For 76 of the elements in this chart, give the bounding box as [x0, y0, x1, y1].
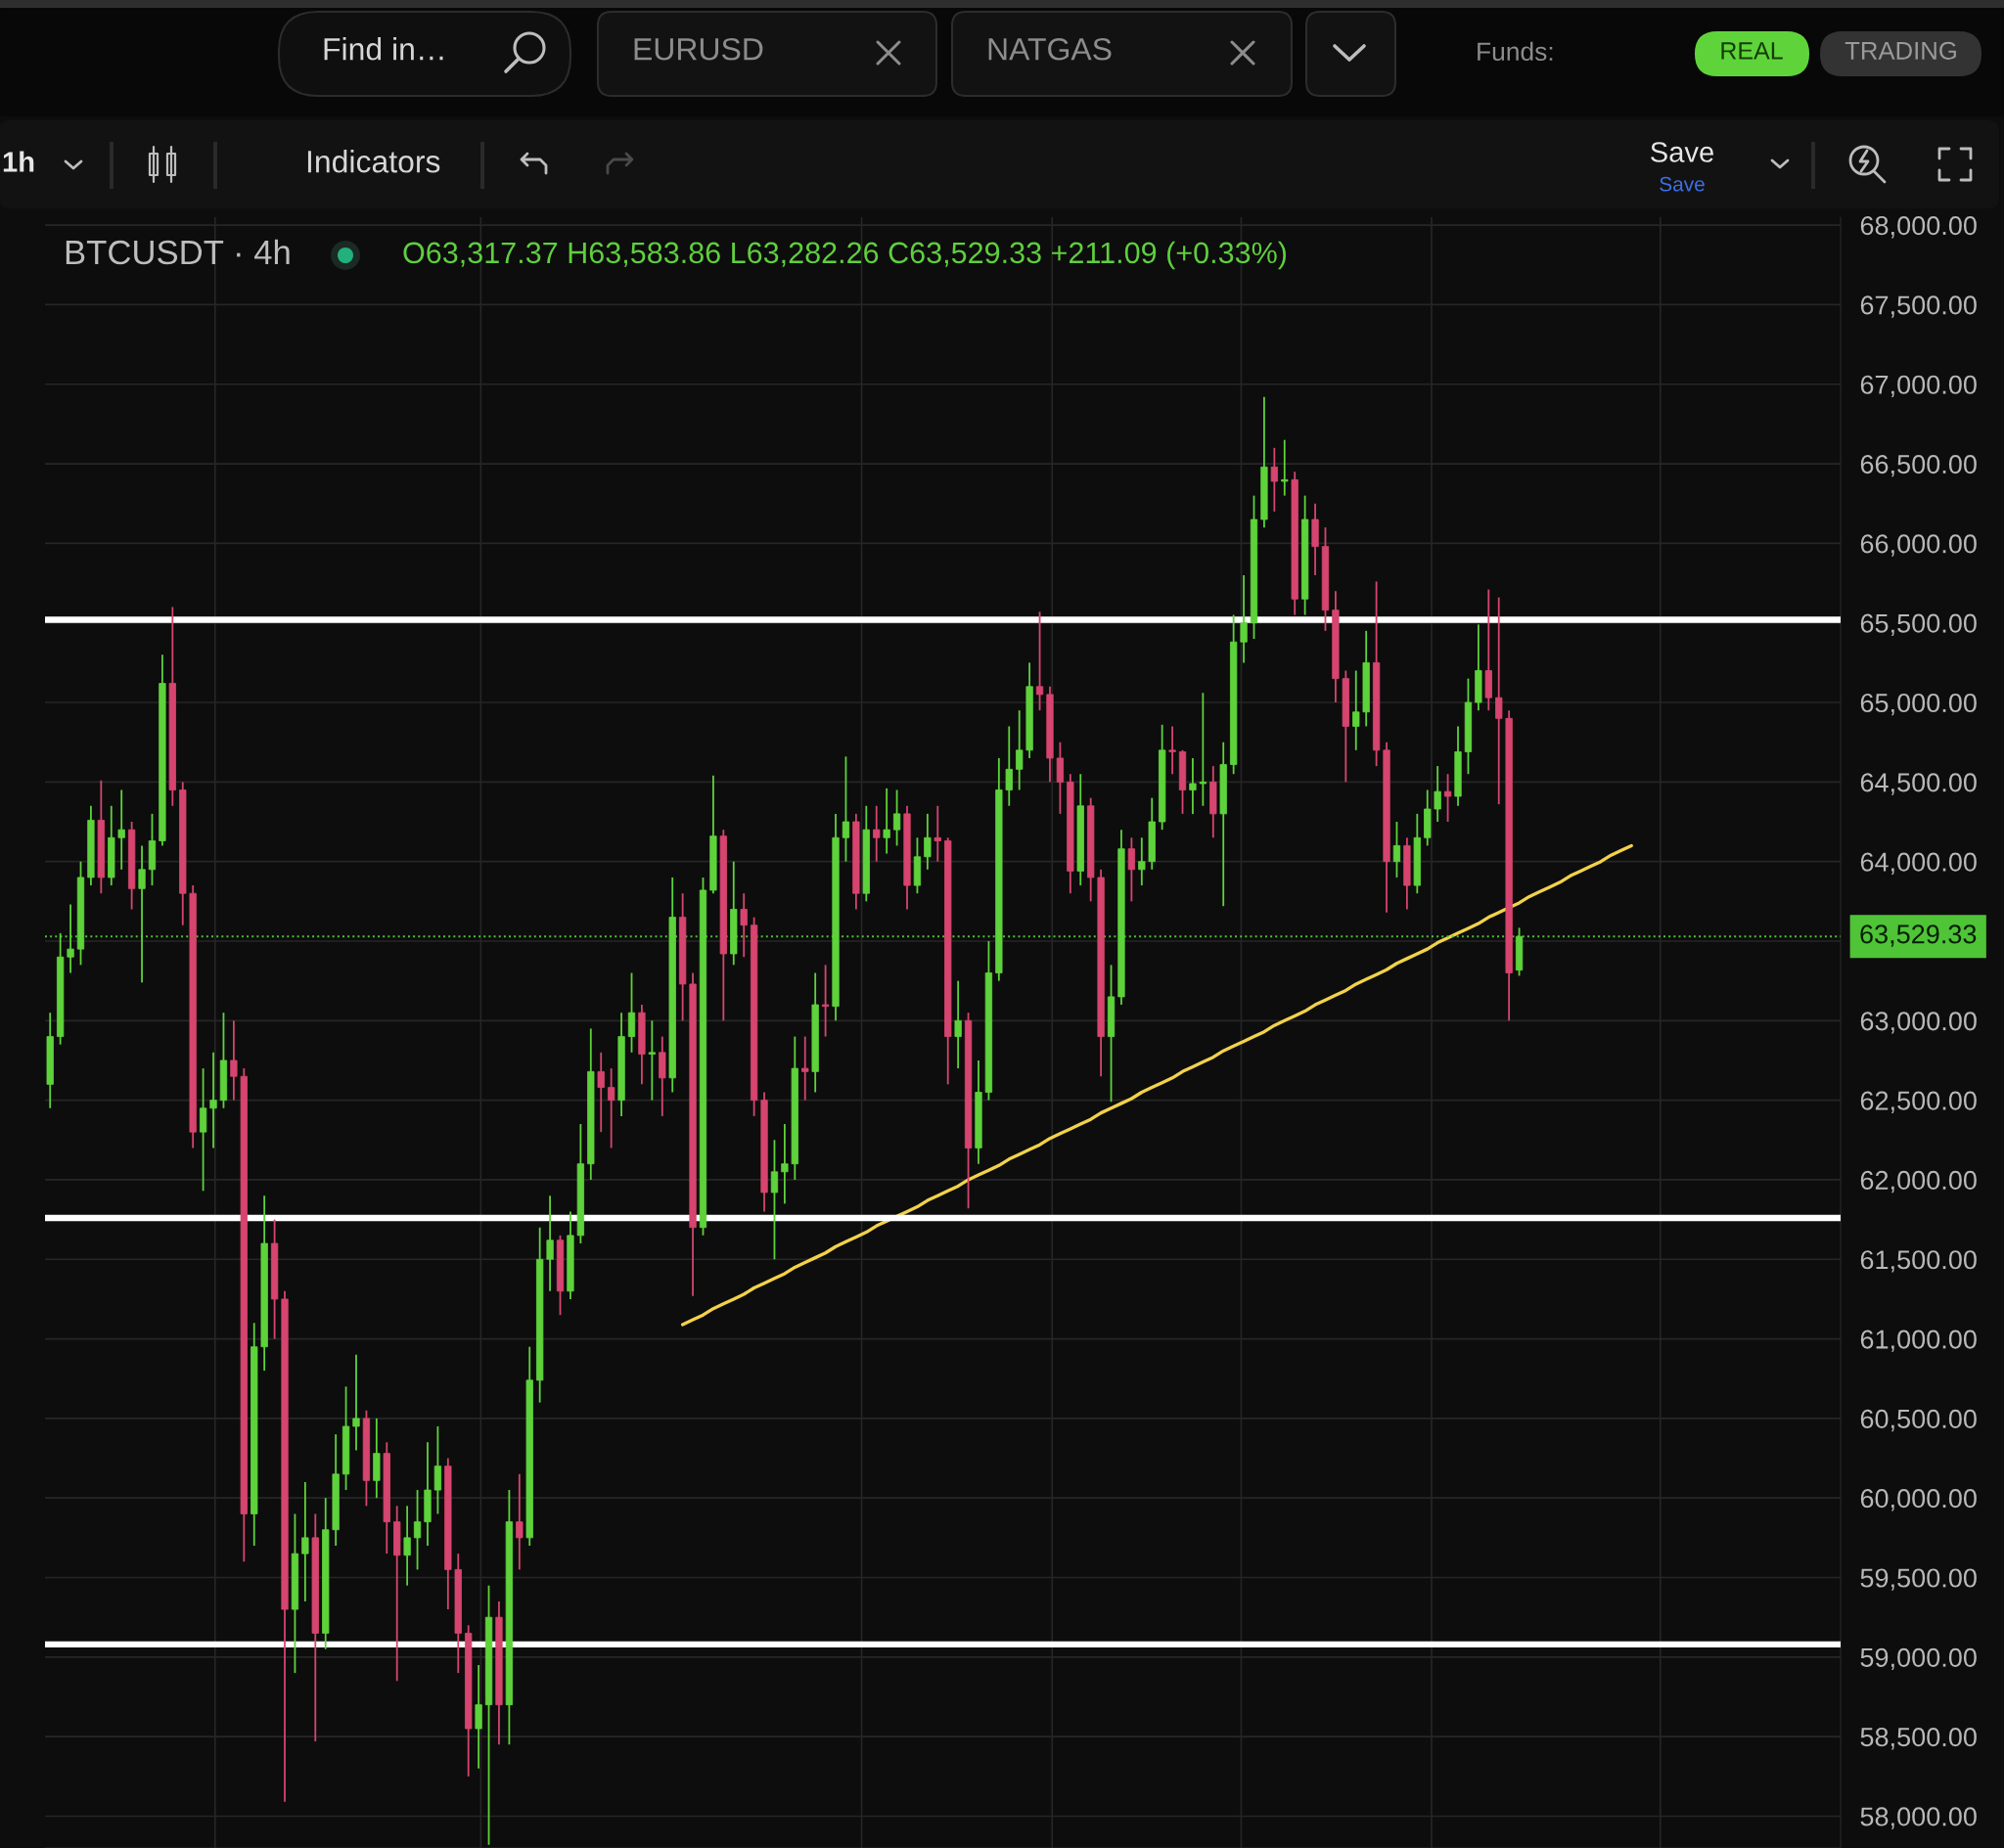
y-tick-label: 67,000.00	[1860, 375, 1977, 398]
y-tick-label: 66,500.00	[1860, 454, 1977, 477]
candlestick	[413, 1489, 422, 1571]
candlestick	[954, 979, 962, 1069]
text: Indicators	[307, 150, 440, 173]
candlestick	[209, 1051, 217, 1149]
candlestick	[1352, 669, 1360, 751]
candlestick	[842, 755, 850, 863]
candlestick	[781, 1123, 789, 1205]
y-tick-label: 60,000.00	[1860, 1489, 1977, 1511]
y-tick-label: 62,000.00	[1860, 1170, 1977, 1194]
candlestick	[1443, 773, 1452, 823]
y-tick-label: 60,500.00	[1860, 1409, 1977, 1432]
candlestick	[403, 1505, 411, 1587]
y-tick-label: 65,000.00	[1860, 693, 1977, 716]
candlestick	[352, 1353, 360, 1452]
candlestick	[648, 1019, 657, 1102]
candlestick	[1392, 821, 1401, 879]
text: 1h	[3, 151, 34, 172]
y-tick-label: 58,500.00	[1860, 1728, 1977, 1750]
y-tick-label: 63,000.00	[1860, 1012, 1977, 1034]
candlestick	[1016, 709, 1024, 791]
candlestick	[740, 892, 748, 959]
candlestick	[934, 804, 941, 863]
candlestick	[1495, 596, 1503, 806]
y-tick-label: 64,500.00	[1860, 773, 1977, 795]
text: Find in…	[324, 37, 443, 61]
text: TRADING	[1845, 41, 1956, 60]
y-tick-label: 59,500.00	[1860, 1568, 1977, 1591]
candlestick	[516, 1472, 524, 1571]
text: REAL	[1721, 42, 1783, 60]
candlestick	[1138, 836, 1146, 886]
candlestick	[117, 789, 125, 871]
candlestick	[924, 812, 932, 871]
candlestick	[1127, 836, 1136, 903]
y-tick-label: 66,000.00	[1860, 534, 1977, 557]
candlestick	[67, 903, 74, 974]
text: Funds:	[1478, 41, 1553, 62]
candlestick	[230, 1019, 238, 1102]
candlestick	[1434, 765, 1441, 823]
text: Save	[1651, 142, 1713, 162]
candlestick	[1189, 757, 1197, 815]
candlestick	[1281, 438, 1289, 497]
candlestick	[546, 1194, 554, 1292]
candlestick	[1168, 725, 1176, 776]
y-tick-label: 58,000.00	[1860, 1807, 1977, 1829]
candlestick	[301, 1481, 309, 1602]
y-tick-label: 59,000.00	[1860, 1647, 1977, 1671]
line-series	[680, 843, 1633, 1327]
text: NATGAS	[988, 37, 1112, 61]
text: EURUSD	[634, 37, 763, 61]
annotation: O63,317.37 H63,583.86 L63,282.26 C63,529.33 +211.09 (+0.33%)	[403, 241, 1287, 270]
candlestick	[821, 964, 830, 1038]
y-tick-label: 61,500.00	[1860, 1250, 1977, 1273]
candlestick	[873, 804, 881, 863]
y-tick-label: 65,500.00	[1860, 613, 1977, 636]
y-tick-label: 61,000.00	[1860, 1330, 1977, 1352]
candlestick	[883, 787, 890, 855]
candlestick	[770, 1139, 779, 1261]
y-tick-label: 64,000.00	[1860, 852, 1977, 875]
candlestick	[1240, 574, 1248, 664]
text: Save	[1660, 176, 1705, 192]
candlestick	[1199, 692, 1207, 807]
candlestick	[1270, 446, 1278, 513]
y-tick-label: 67,500.00	[1860, 295, 1977, 318]
candlestick	[1035, 610, 1044, 712]
ref-line-label: 63,529.33	[1860, 924, 1977, 947]
candlestick	[608, 1067, 615, 1149]
candlestick	[138, 844, 146, 984]
candlestick	[801, 1035, 809, 1102]
y-tick-label: 68,000.00	[1860, 216, 1977, 239]
candlestick	[892, 789, 901, 847]
y-tick-label: 62,500.00	[1860, 1091, 1977, 1113]
candlestick	[1005, 725, 1013, 807]
text: BTCUSDT · 4h	[66, 239, 290, 265]
candlestick	[597, 1051, 605, 1134]
